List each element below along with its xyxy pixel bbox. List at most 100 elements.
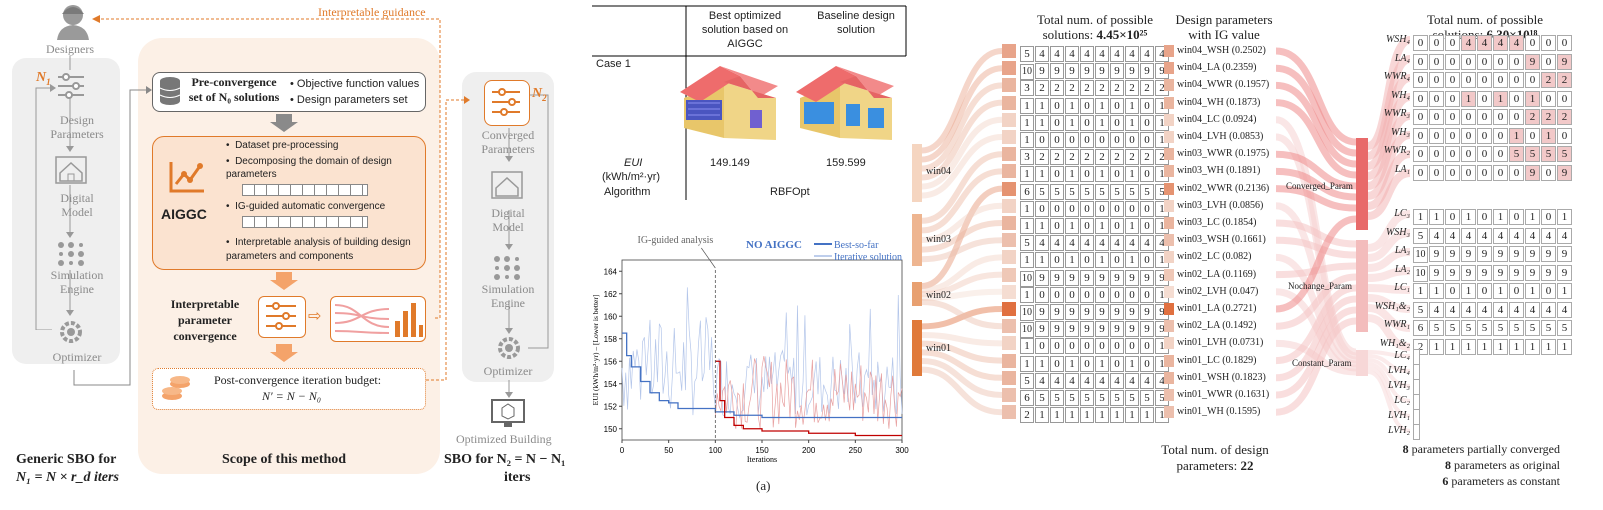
ig-param-label: win04_LA (0.2359) — [1177, 62, 1257, 74]
grid-cell: 9 — [1445, 264, 1460, 281]
series-line-2 — [715, 360, 902, 437]
ig-swatch — [1164, 199, 1174, 212]
ig-header-line2: with IG value — [1188, 27, 1260, 42]
ig-swatch — [1164, 79, 1174, 92]
grid-cell: 0 — [1509, 53, 1524, 70]
grid-cell: 1 — [1525, 338, 1540, 355]
sankey-bottom-line1: Total num. of design — [1161, 442, 1269, 457]
sankey-link-left — [921, 299, 1003, 330]
param-cell: 0 — [1080, 218, 1094, 234]
param-cell: 5 — [1035, 390, 1049, 406]
summary-line-2: 8 parameters as original — [1445, 458, 1560, 472]
sliders-icon-orange — [266, 302, 296, 330]
grid-cell: 0 — [1525, 127, 1540, 144]
param-cell: 0 — [1080, 200, 1094, 217]
ig-param-label: win04_WWR (0.1957) — [1177, 79, 1270, 91]
grid-cell: 0 — [1413, 53, 1428, 70]
converged-out-link — [1366, 93, 1412, 180]
ig-swatch — [1164, 62, 1174, 75]
grid-cell: 0 — [1493, 164, 1508, 181]
grid-cell: 0 — [1429, 72, 1444, 88]
grid-row-label: WSH₁&₂ — [1374, 300, 1410, 312]
param-cell: 5 — [1095, 183, 1109, 200]
summary-line-3: 6 parameters as constant — [1442, 474, 1560, 488]
param-cell: 1 — [1125, 218, 1139, 234]
param-cell: 4 — [1110, 46, 1124, 62]
grid-cell: 1 — [1525, 90, 1540, 107]
node-nochange-label: Nochange_Param — [1288, 281, 1352, 291]
grid-cell: 9 — [1557, 246, 1572, 262]
param-cell: 0 — [1050, 286, 1064, 303]
grid-cell: 9 — [1525, 164, 1540, 181]
row-swatch-left — [1002, 216, 1016, 230]
param-cell: 0 — [1080, 355, 1094, 372]
optimized-building-label: Optimized Building — [456, 432, 552, 446]
grid-row-label: LC₁ — [1394, 282, 1410, 293]
param-cell: 2 — [1080, 80, 1094, 97]
constant-out-link — [1367, 362, 1411, 403]
sankey-link-right — [1275, 167, 1357, 201]
param-cell: 10 — [1020, 64, 1034, 81]
param-cell: 2 — [1050, 80, 1064, 97]
ig-swatch — [1164, 285, 1174, 298]
grid-cell: 0 — [1429, 109, 1444, 125]
grid-cell: 4 — [1477, 35, 1492, 51]
nochange-out-link — [1367, 267, 1411, 282]
param-cell: 5 — [1050, 390, 1064, 406]
nochange-out-link — [1367, 304, 1411, 332]
aiggc-bullet-4: • Interpretable analysis of building des… — [226, 237, 411, 262]
param-cell: 2 — [1035, 149, 1049, 166]
grid-cell: 4 — [1541, 301, 1556, 318]
node-converged — [1356, 138, 1368, 230]
param-cell: 9 — [1125, 269, 1139, 286]
param-cell: 1 — [1095, 252, 1109, 269]
param-cell: 1 — [1020, 132, 1034, 148]
grid-row: 10 9 9 9 9 9 9 9 9 9 — [1413, 263, 1573, 282]
ig-swatch — [1164, 96, 1174, 109]
grid-cell: 9 — [1429, 246, 1444, 262]
grid-cell: 0 — [1429, 164, 1444, 181]
param-cell: 0 — [1035, 132, 1049, 148]
grid-cell: 5 — [1509, 320, 1524, 336]
grid-cell: 4 — [1429, 301, 1444, 318]
param-cell: 4 — [1140, 372, 1154, 389]
param-cell: 0 — [1140, 97, 1154, 114]
param-cell: 9 — [1050, 269, 1064, 286]
grid-cell: 0 — [1445, 127, 1460, 144]
ig-swatch — [1164, 217, 1174, 229]
converged-out-link — [1367, 131, 1411, 200]
param-cell: 2 — [1020, 407, 1034, 424]
param-cell: 4 — [1035, 46, 1049, 62]
sbo2-caption-2: iters — [504, 470, 531, 485]
database-icon — [159, 77, 181, 105]
ig-param-label: win02_LA (0.1169) — [1177, 268, 1257, 280]
node-converged-label: Converged_Param — [1286, 181, 1353, 191]
grid-cell: 2 — [1557, 72, 1572, 88]
grid-cell: 4 — [1445, 227, 1460, 244]
param-cell: 2 — [1140, 149, 1154, 166]
row-swatch-left — [1002, 95, 1016, 110]
grid-row: 10 9 9 9 9 9 9 9 9 9 — [1413, 244, 1573, 263]
grid-cell: 9 — [1493, 264, 1508, 281]
summary-line-1: 8 parameters partially converged — [1402, 442, 1560, 456]
param-cell: 0 — [1095, 338, 1109, 355]
grid-cell: 0 — [1509, 164, 1524, 181]
param-cell: 0 — [1050, 166, 1064, 183]
grid-cell: 1 — [1557, 209, 1572, 225]
grid-row-label: WSH₃ — [1385, 226, 1410, 238]
chart-caption: (a) — [756, 478, 771, 493]
grid-cell: 4 — [1509, 227, 1524, 244]
param-cell: 0 — [1110, 114, 1124, 131]
grid-cell: 6 — [1413, 320, 1428, 336]
sliders-icon-converged — [492, 88, 520, 116]
param-cell: 0 — [1110, 166, 1124, 183]
param-cell: 1 — [1065, 407, 1079, 424]
ig-param-label: win01_WH (0.1595) — [1177, 406, 1261, 418]
param-cell: 9 — [1095, 63, 1109, 80]
grid-cell: 1 — [1493, 338, 1508, 355]
